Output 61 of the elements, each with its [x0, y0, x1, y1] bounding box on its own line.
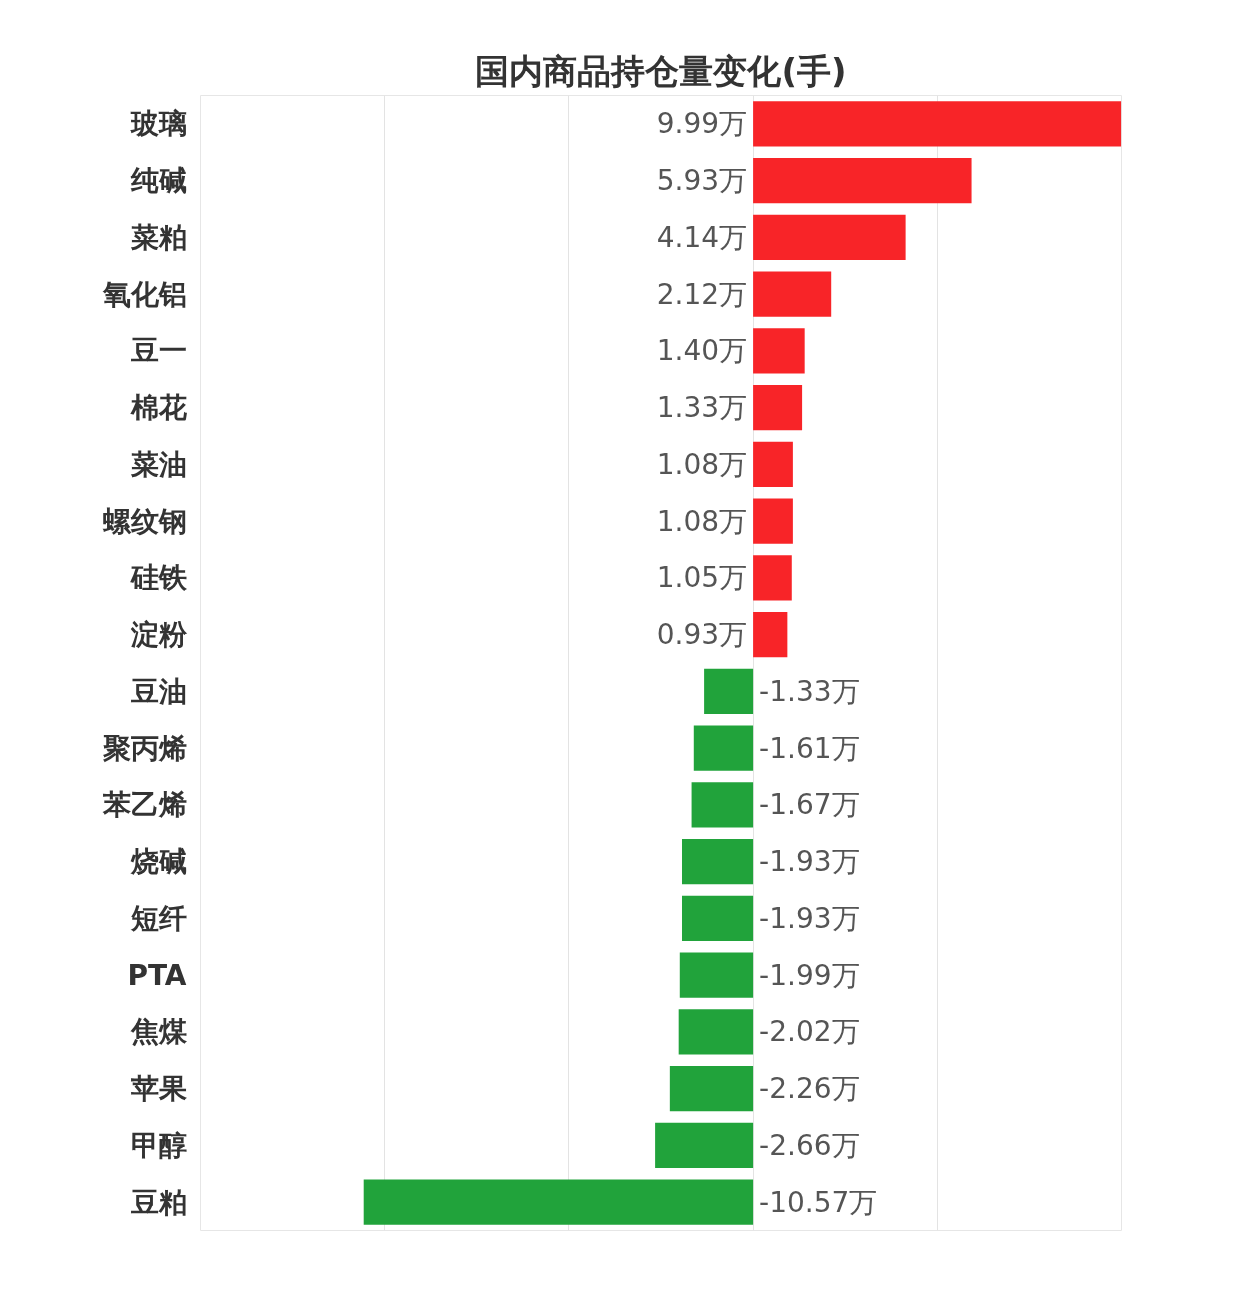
data-label: -1.99万: [759, 958, 860, 992]
y-tick-label: 硅铁: [129, 561, 188, 595]
chart-title: 国内商品持仓量变化(手): [475, 50, 847, 91]
bar: [678, 1009, 754, 1055]
y-tick-label: 玻璃: [129, 107, 187, 141]
bar: [655, 1122, 754, 1169]
y-tick-label: 氧化铝: [101, 277, 187, 311]
bar: [753, 611, 788, 658]
data-label: 2.12万: [656, 277, 748, 311]
bar: [753, 271, 832, 317]
y-tick-label: 焦煤: [129, 1015, 188, 1049]
data-label: -2.26万: [759, 1072, 860, 1106]
y-tick-label: 棉花: [129, 391, 187, 425]
bar: [682, 895, 754, 942]
bar: [753, 157, 972, 204]
y-tick-label: 螺纹钢: [101, 504, 187, 538]
data-label: 1.05万: [656, 561, 748, 595]
bar: [753, 101, 1122, 147]
data-label: 1.08万: [656, 447, 748, 481]
y-tick-label: 豆粕: [129, 1185, 187, 1219]
y-tick-label: 豆一: [129, 334, 187, 368]
y-tick-label: 聚丙烯: [101, 731, 187, 765]
y-tick-label: 菜油: [129, 447, 187, 481]
data-label: -1.93万: [759, 901, 860, 935]
y-tick-label: 豆油: [129, 674, 187, 708]
data-label: -1.61万: [759, 731, 860, 765]
data-label: 4.14万: [656, 220, 748, 254]
y-tick-label: 淀粉: [129, 618, 188, 652]
bar: [753, 384, 803, 431]
bar: [682, 838, 754, 885]
data-label: -1.33万: [759, 674, 860, 708]
bar: [753, 214, 906, 261]
data-label: 9.99万: [656, 107, 748, 141]
y-tick-label: 苯乙烯: [101, 788, 187, 822]
data-label: 1.40万: [656, 334, 748, 368]
data-label: 1.08万: [656, 504, 748, 538]
data-label: -2.02万: [759, 1015, 860, 1049]
bar: [753, 441, 793, 488]
y-tick-label: 甲醇: [130, 1128, 187, 1162]
bar: [363, 1179, 754, 1225]
data-label: -10.57万: [759, 1185, 878, 1219]
data-label: -1.67万: [759, 788, 860, 822]
data-label: -2.66万: [759, 1128, 860, 1162]
y-tick-label: 短纤: [129, 901, 187, 935]
bar: [753, 328, 805, 374]
bar: [704, 668, 754, 715]
data-label: 5.93万: [656, 164, 748, 198]
bar: [679, 952, 754, 998]
y-tick-label: 苹果: [129, 1072, 187, 1106]
data-label: -1.93万: [759, 845, 860, 879]
bar: [753, 555, 792, 601]
data-label: 1.33万: [656, 391, 748, 425]
y-tick-label: 纯碱: [129, 164, 187, 198]
y-tick-label: 烧碱: [129, 845, 187, 879]
data-label: 0.93万: [656, 618, 748, 652]
y-tick-label: 菜粕: [129, 220, 187, 254]
y-tick-label: PTA: [127, 958, 187, 992]
bar: [669, 1065, 754, 1112]
bar: [693, 725, 754, 771]
bar: [753, 498, 793, 544]
bar: [691, 782, 754, 828]
